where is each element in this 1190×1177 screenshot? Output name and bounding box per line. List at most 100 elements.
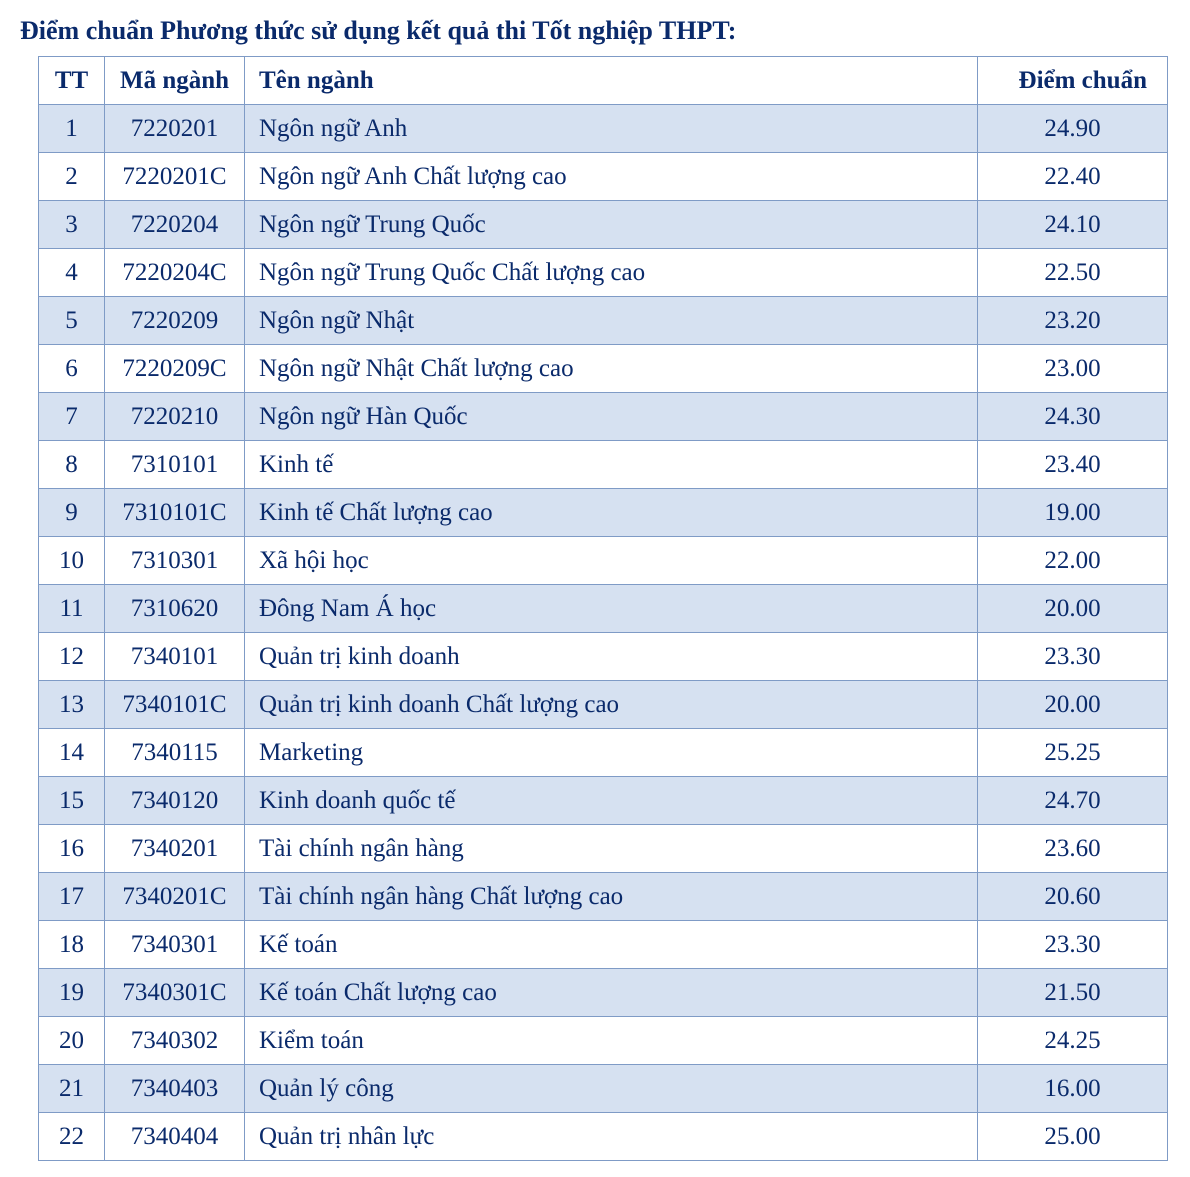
table-row: 227340404Quản trị nhân lực25.00 [39,1113,1168,1161]
cell-code: 7220209C [105,345,245,393]
cell-code: 7220201 [105,105,245,153]
cell-code: 7220204 [105,201,245,249]
table-row: 157340120Kinh doanh quốc tế24.70 [39,777,1168,825]
cell-code: 7340404 [105,1113,245,1161]
cell-code: 7310101C [105,489,245,537]
cell-tt: 22 [39,1113,105,1161]
cell-score: 19.00 [978,489,1168,537]
cell-code: 7340301 [105,921,245,969]
cell-tt: 9 [39,489,105,537]
cell-tt: 11 [39,585,105,633]
cell-score: 20.60 [978,873,1168,921]
cell-name: Kinh tế Chất lượng cao [245,489,978,537]
table-row: 67220209CNgôn ngữ Nhật Chất lượng cao23.… [39,345,1168,393]
cell-name: Kế toán [245,921,978,969]
cell-code: 7340115 [105,729,245,777]
cell-tt: 16 [39,825,105,873]
table-row: 77220210Ngôn ngữ Hàn Quốc24.30 [39,393,1168,441]
table-row: 27220201CNgôn ngữ Anh Chất lượng cao22.4… [39,153,1168,201]
col-header-score: Điểm chuẩn [978,57,1168,105]
cell-code: 7340403 [105,1065,245,1113]
cell-name: Tài chính ngân hàng Chất lượng cao [245,873,978,921]
cell-name: Ngôn ngữ Hàn Quốc [245,393,978,441]
cell-code: 7310620 [105,585,245,633]
cell-code: 7340101 [105,633,245,681]
table-header: TT Mã ngành Tên ngành Điểm chuẩn [39,57,1168,105]
table-row: 17220201Ngôn ngữ Anh24.90 [39,105,1168,153]
cell-tt: 12 [39,633,105,681]
table-row: 37220204Ngôn ngữ Trung Quốc24.10 [39,201,1168,249]
cell-name: Xã hội học [245,537,978,585]
cell-tt: 4 [39,249,105,297]
cell-code: 7340201 [105,825,245,873]
table-row: 107310301Xã hội học22.00 [39,537,1168,585]
cell-score: 24.30 [978,393,1168,441]
cell-name: Kiểm toán [245,1017,978,1065]
cell-tt: 7 [39,393,105,441]
table-row: 97310101CKinh tế Chất lượng cao19.00 [39,489,1168,537]
cell-code: 7220201C [105,153,245,201]
cell-tt: 18 [39,921,105,969]
cell-score: 20.00 [978,681,1168,729]
col-header-tt: TT [39,57,105,105]
table-body: 17220201Ngôn ngữ Anh24.9027220201CNgôn n… [39,105,1168,1161]
cell-score: 23.60 [978,825,1168,873]
table-row: 177340201CTài chính ngân hàng Chất lượng… [39,873,1168,921]
cell-tt: 10 [39,537,105,585]
cell-name: Ngôn ngữ Trung Quốc Chất lượng cao [245,249,978,297]
table-row: 127340101Quản trị kinh doanh23.30 [39,633,1168,681]
cell-name: Tài chính ngân hàng [245,825,978,873]
cell-score: 24.25 [978,1017,1168,1065]
cell-code: 7220209 [105,297,245,345]
cell-name: Ngôn ngữ Anh Chất lượng cao [245,153,978,201]
col-header-name: Tên ngành [245,57,978,105]
cell-code: 7220204C [105,249,245,297]
cell-name: Quản trị kinh doanh [245,633,978,681]
cell-score: 25.00 [978,1113,1168,1161]
cell-score: 22.40 [978,153,1168,201]
cell-name: Ngôn ngữ Trung Quốc [245,201,978,249]
cell-name: Ngôn ngữ Anh [245,105,978,153]
cell-score: 23.20 [978,297,1168,345]
table-row: 197340301CKế toán Chất lượng cao21.50 [39,969,1168,1017]
table-row: 87310101Kinh tế23.40 [39,441,1168,489]
page-title: Điểm chuẩn Phương thức sử dụng kết quả t… [20,16,1170,46]
cell-tt: 1 [39,105,105,153]
cell-tt: 13 [39,681,105,729]
cell-name: Ngôn ngữ Nhật Chất lượng cao [245,345,978,393]
table-row: 167340201Tài chính ngân hàng23.60 [39,825,1168,873]
cell-name: Quản lý công [245,1065,978,1113]
cell-score: 24.10 [978,201,1168,249]
table-row: 57220209Ngôn ngữ Nhật23.20 [39,297,1168,345]
cell-code: 7340301C [105,969,245,1017]
cell-score: 21.50 [978,969,1168,1017]
cell-code: 7340120 [105,777,245,825]
cell-name: Quản trị nhân lực [245,1113,978,1161]
cell-score: 23.40 [978,441,1168,489]
cell-tt: 20 [39,1017,105,1065]
cell-name: Kinh tế [245,441,978,489]
cell-name: Marketing [245,729,978,777]
table-row: 47220204CNgôn ngữ Trung Quốc Chất lượng … [39,249,1168,297]
cell-code: 7340101C [105,681,245,729]
cell-tt: 19 [39,969,105,1017]
cell-tt: 3 [39,201,105,249]
cell-name: Đông Nam Á học [245,585,978,633]
cell-tt: 2 [39,153,105,201]
cell-tt: 6 [39,345,105,393]
score-table: TT Mã ngành Tên ngành Điểm chuẩn 1722020… [38,56,1168,1161]
cell-name: Ngôn ngữ Nhật [245,297,978,345]
cell-score: 16.00 [978,1065,1168,1113]
table-row: 147340115Marketing25.25 [39,729,1168,777]
cell-tt: 8 [39,441,105,489]
cell-score: 25.25 [978,729,1168,777]
cell-tt: 21 [39,1065,105,1113]
cell-tt: 17 [39,873,105,921]
cell-code: 7340201C [105,873,245,921]
table-row: 137340101CQuản trị kinh doanh Chất lượng… [39,681,1168,729]
table-row: 117310620Đông Nam Á học20.00 [39,585,1168,633]
cell-name: Kinh doanh quốc tế [245,777,978,825]
cell-name: Quản trị kinh doanh Chất lượng cao [245,681,978,729]
table-header-row: TT Mã ngành Tên ngành Điểm chuẩn [39,57,1168,105]
table-row: 217340403Quản lý công16.00 [39,1065,1168,1113]
